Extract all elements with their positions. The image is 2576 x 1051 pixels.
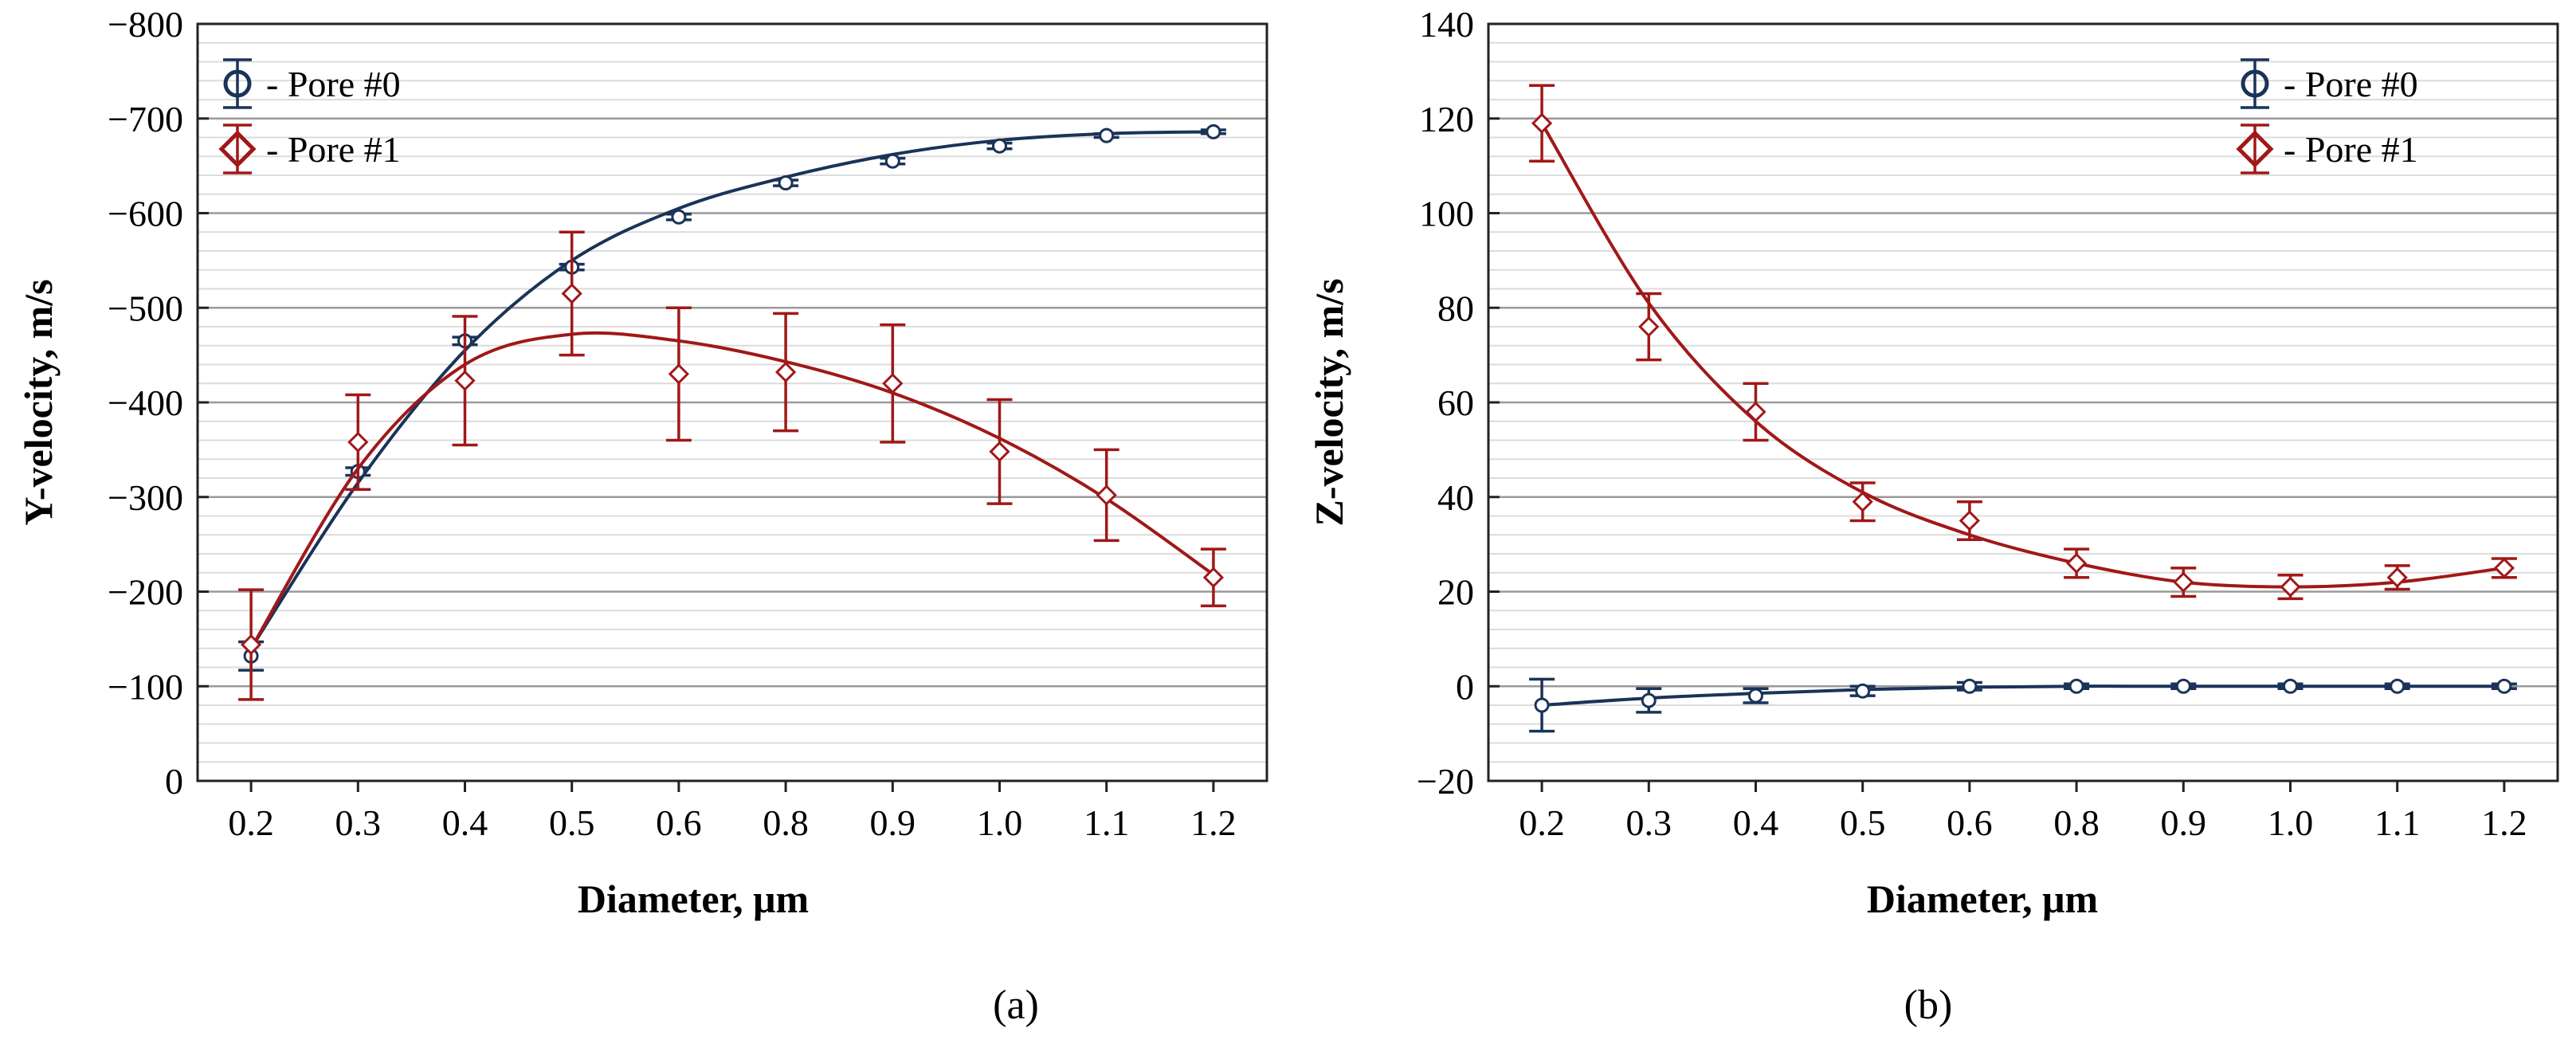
data-point-pore-0: [2175, 678, 2191, 694]
y-tick-label: 0: [1456, 666, 1474, 707]
x-tick-label: 0.8: [2053, 802, 2100, 843]
data-point-pore-1: [2065, 552, 2088, 574]
y-axis-label: Y-velocity, m/s: [16, 279, 61, 525]
y-tick-label: 140: [1419, 4, 1474, 45]
y-tick-label: −300: [108, 477, 183, 518]
x-tick-label: 1.1: [1084, 802, 1130, 843]
fit-curve-series-1: [249, 331, 1215, 649]
y-tick-label: −200: [108, 572, 183, 613]
legend-entry-series-1: - Pore #1: [218, 124, 401, 175]
y-tick-label: −100: [108, 666, 183, 707]
y-tick-label: −400: [108, 382, 183, 423]
x-axis-label: Diameter, μm: [578, 876, 809, 921]
legend-label: - Pore #1: [2284, 129, 2418, 170]
legend-marker-diamond: [2236, 130, 2274, 168]
data-point-pore-1: [1638, 316, 1660, 338]
data-point-pore-1: [668, 363, 690, 385]
legend-marker-diamond: [218, 130, 257, 168]
data-point-pore-0: [778, 175, 794, 190]
legend-marker-circle: [2241, 69, 2269, 98]
fit-curve-series-1: [1540, 122, 2505, 589]
y-axis-label: Z-velocity, m/s: [1307, 278, 1351, 526]
y-tick-label: 0: [165, 761, 183, 802]
x-tick-label: 0.5: [549, 802, 595, 843]
x-tick-label: 1.1: [2374, 802, 2421, 843]
x-tick-label: 0.4: [442, 802, 488, 843]
data-point-pore-0: [884, 153, 900, 169]
x-tick-label: 0.4: [1733, 802, 1779, 843]
y-tick-label: −500: [108, 288, 183, 328]
x-tick-label: 0.6: [1947, 802, 1993, 843]
data-point-pore-1: [774, 361, 797, 383]
x-tick-label: 0.3: [1626, 802, 1672, 843]
x-tick-label: 0.2: [1519, 802, 1565, 843]
data-point-pore-0: [2068, 678, 2084, 694]
panel-a: 0 −100 −200 −300 −400 −500 −600 −700 −800 0.2 0.3 0…: [16, 4, 1268, 1028]
data-point-pore-1: [1096, 484, 1117, 506]
legend-label: - Pore #0: [2284, 64, 2418, 104]
panel-caption: (b): [1904, 982, 1953, 1028]
x-tick-label: 0.8: [763, 802, 809, 843]
data-point-pore-1: [989, 441, 1010, 462]
data-point-pore-0: [1855, 683, 1871, 699]
x-tick-label: 1.2: [1190, 802, 1237, 843]
x-axis-label: Diameter, μm: [1867, 876, 2098, 921]
legend-label: - Pore #0: [266, 64, 401, 104]
y-tick-label: 60: [1437, 382, 1474, 423]
data-point-pore-0: [1962, 678, 1978, 694]
data-point-pore-1: [2493, 557, 2515, 578]
x-tick-label: 1.0: [977, 802, 1023, 843]
y-tick-label: −700: [108, 99, 183, 139]
legend-entry-series-0: - Pore #0: [223, 58, 401, 109]
data-point-pore-0: [671, 209, 687, 225]
data-point-pore-1: [1852, 491, 1873, 512]
legend-label: - Pore #1: [266, 129, 401, 170]
x-tick-label: 0.5: [1840, 802, 1886, 843]
x-tick-label: 0.2: [228, 802, 274, 843]
x-tick-label: 0.9: [870, 802, 916, 843]
panel-caption: (a): [993, 982, 1039, 1028]
data-point-pore-0: [1099, 127, 1115, 143]
data-point-pore-1: [2280, 576, 2301, 598]
data-point-pore-1: [454, 370, 476, 391]
legend-entry-series-0: - Pore #0: [2241, 58, 2418, 109]
fit-curve-series-0: [1541, 684, 2504, 707]
x-tick-label: 0.6: [656, 802, 702, 843]
data-point-pore-1: [2386, 567, 2408, 588]
x-tick-label: 0.9: [2161, 802, 2207, 843]
legend-marker-circle: [223, 69, 252, 98]
x-tick-label: 1.0: [2268, 802, 2314, 843]
y-tick-label: 20: [1437, 572, 1474, 613]
y-tick-label: 100: [1419, 194, 1474, 234]
y-tick-label: 120: [1419, 99, 1474, 139]
data-point-pore-0: [2390, 678, 2405, 694]
y-tick-label: −600: [108, 194, 183, 234]
data-point-pore-0: [1206, 124, 1221, 139]
panel-b: −20 0 20 40 60 80 100 120 140 0.2 0.3 0.4 0.5 0.6 0.8 0…: [1307, 4, 2559, 1028]
data-point-pore-0: [1534, 697, 1550, 713]
data-point-pore-1: [1958, 510, 1981, 531]
y-tick-label: 80: [1437, 288, 1474, 328]
legend-entry-series-1: - Pore #1: [2236, 124, 2418, 175]
data-point-pore-0: [1748, 688, 1763, 704]
data-point-pore-0: [2496, 678, 2512, 694]
data-point-pore-1: [240, 633, 262, 656]
data-point-pore-1: [2173, 571, 2194, 593]
y-tick-label: 40: [1437, 477, 1474, 518]
data-point-pore-1: [1202, 567, 1225, 588]
data-point-pore-0: [2283, 678, 2298, 694]
y-tick-label: −20: [1417, 761, 1474, 802]
fit-curve-series-0: [249, 130, 1214, 649]
data-point-pore-1: [1745, 401, 1766, 422]
data-point-pore-1: [561, 283, 582, 304]
data-point-pore-0: [992, 138, 1007, 154]
data-point-pore-1: [1531, 112, 1553, 134]
data-point-pore-0: [1641, 692, 1657, 708]
x-tick-label: 1.2: [2481, 802, 2527, 843]
y-tick-label: −800: [108, 4, 183, 45]
x-tick-label: 0.3: [335, 802, 382, 843]
data-point-pore-1: [347, 431, 369, 453]
data-point-pore-1: [882, 373, 904, 394]
